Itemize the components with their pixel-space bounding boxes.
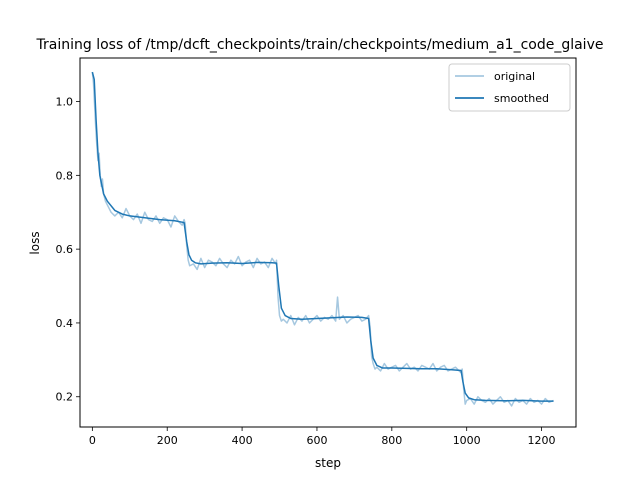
y-axis-label: loss bbox=[28, 231, 42, 254]
x-tick-label: 600 bbox=[306, 434, 327, 447]
y-tick-label: 1.0 bbox=[56, 96, 74, 109]
x-tick-label: 200 bbox=[157, 434, 178, 447]
y-tick-label: 0.6 bbox=[56, 243, 74, 256]
x-tick-label: 800 bbox=[381, 434, 402, 447]
series-line-smoothed bbox=[91, 71, 554, 402]
legend-label-original: original bbox=[494, 70, 535, 83]
x-tick-label: 400 bbox=[232, 434, 253, 447]
series-layer bbox=[91, 71, 554, 407]
x-axis-label: step bbox=[315, 456, 341, 470]
plot-frame bbox=[79, 57, 577, 428]
legend: original smoothed bbox=[448, 63, 571, 112]
x-tick-label: 1000 bbox=[453, 434, 481, 447]
x-axis-ticks: 0 200 400 600 800 1000 1200 bbox=[89, 427, 556, 447]
y-tick-label: 0.8 bbox=[56, 169, 74, 182]
x-tick-label: 1200 bbox=[528, 434, 556, 447]
chart-title: Training loss of /tmp/dcft_checkpoints/t… bbox=[36, 37, 604, 53]
y-axis-ticks: 0.2 0.4 0.6 0.8 1.0 bbox=[56, 96, 80, 404]
x-tick-label: 0 bbox=[89, 434, 96, 447]
legend-label-smoothed: smoothed bbox=[494, 92, 549, 105]
y-tick-label: 0.4 bbox=[56, 317, 74, 330]
y-tick-label: 0.2 bbox=[56, 391, 74, 404]
